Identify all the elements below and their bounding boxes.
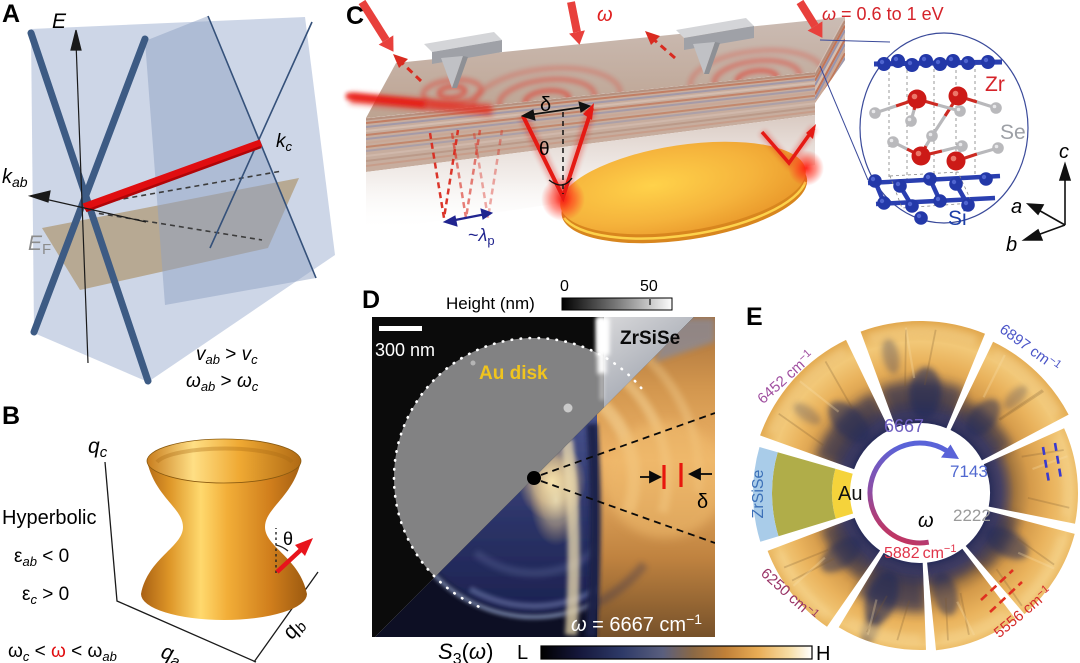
svg-text:ωab > ωc: ωab > ωc	[186, 371, 259, 394]
svg-text:D: D	[362, 286, 380, 314]
svg-text:Height (nm): Height (nm)	[446, 294, 535, 313]
svg-text:ωc < ω < ωab: ωc < ω < ωab	[8, 641, 117, 663]
svg-text:E: E	[52, 10, 67, 33]
svg-text:C: C	[346, 2, 364, 30]
svg-text:Si: Si	[948, 207, 967, 230]
svg-text:εab < 0: εab < 0	[14, 546, 69, 569]
svg-text:0: 0	[560, 278, 569, 295]
svg-text:H: H	[816, 643, 830, 663]
svg-text:300 nm: 300 nm	[375, 340, 435, 360]
svg-text:θ: θ	[539, 139, 550, 160]
svg-text:a: a	[1011, 196, 1022, 218]
svg-text:6667: 6667	[884, 416, 924, 436]
svg-text:E: E	[746, 303, 763, 331]
svg-text:θ: θ	[283, 529, 293, 549]
svg-text:b: b	[1006, 234, 1017, 256]
svg-text:εc > 0: εc > 0	[22, 584, 69, 607]
svg-text:50: 50	[640, 278, 658, 295]
svg-text:Au disk: Au disk	[479, 363, 548, 384]
svg-text:Au: Au	[838, 483, 862, 505]
svg-text:7143: 7143	[950, 462, 988, 481]
svg-text:ω = 0.6 to 1 eV: ω = 0.6 to 1 eV	[822, 4, 944, 24]
svg-text:ZrSiSe: ZrSiSe	[750, 469, 767, 518]
svg-text:ω: ω	[597, 4, 613, 26]
svg-text:c: c	[1059, 141, 1069, 163]
svg-text:δ: δ	[697, 491, 708, 513]
svg-text:Se: Se	[1000, 121, 1026, 144]
svg-text:B: B	[2, 402, 20, 430]
svg-text:2222: 2222	[953, 506, 991, 525]
svg-text:S3(ω): S3(ω)	[438, 639, 493, 663]
svg-text:δ: δ	[540, 94, 551, 116]
svg-text:Hyperbolic: Hyperbolic	[2, 507, 96, 529]
svg-text:ω = 6667 cm−1: ω = 6667 cm−1	[571, 611, 702, 636]
svg-text:ZrSiSe: ZrSiSe	[620, 328, 680, 349]
svg-text:A: A	[2, 0, 20, 28]
svg-text:L: L	[517, 642, 528, 663]
svg-text:ω: ω	[918, 510, 934, 532]
svg-text:Zr: Zr	[985, 73, 1005, 96]
svg-text:vab > vc: vab > vc	[196, 344, 258, 367]
